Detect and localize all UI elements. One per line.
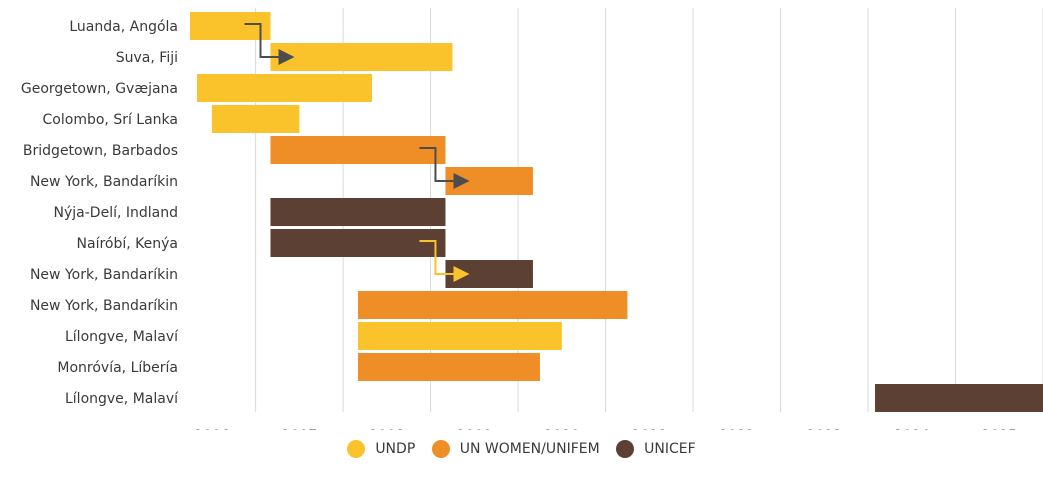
transition-arrows xyxy=(244,23,470,282)
x-tick-2013: 2013 xyxy=(806,428,842,430)
y-label-row-9: New York, Bandaríkin xyxy=(30,298,178,314)
bar-row-12 xyxy=(875,384,1043,412)
x-tick-2010: 2010 xyxy=(544,428,580,430)
y-label-row-3: Colombo, Srí Lanka xyxy=(43,112,178,128)
x-tick-2008: 2008 xyxy=(369,428,405,430)
y-label-row-5: New York, Bandaríkin xyxy=(30,174,178,190)
legend-swatch-un-women xyxy=(431,440,450,458)
bar-row-4 xyxy=(270,136,446,164)
x-tick-2009: 2009 xyxy=(457,428,493,430)
bar-row-0 xyxy=(190,12,271,40)
x-tick-2011: 2011 xyxy=(631,428,667,430)
transition-arrow-1 xyxy=(419,147,470,189)
gantt-chart: Luanda, Angóla Suva, Fiji Georgetown, Gvæj… xyxy=(21,8,1043,430)
y-label-row-6: Nýja-Delí, Indland xyxy=(54,205,178,221)
y-label-row-12: Lílongve, Malaví xyxy=(65,391,179,407)
y-label-row-2: Georgetown, Gvæjana xyxy=(21,81,178,97)
legend-swatch-undp xyxy=(347,440,366,458)
y-label-row-4: Bridgetown, Barbados xyxy=(23,143,178,159)
bar-row-2 xyxy=(196,74,372,102)
legend-item-unicef: UNICEF xyxy=(616,440,696,458)
transition-arrow-2 xyxy=(419,240,470,282)
y-label-row-1: Suva, Fiji xyxy=(116,50,178,66)
y-axis-labels: Luanda, Angóla Suva, Fiji Georgetown, Gvæj… xyxy=(21,19,179,407)
legend-item-un-women: UN WOMEN/UNIFEM xyxy=(431,440,600,458)
x-axis-tick-labels: 2006 2007 2008 2009 2010 2011 2012 2013 2014 2015 xyxy=(194,428,1017,430)
x-tick-2007: 2007 xyxy=(282,428,318,430)
x-tick-2015: 2015 xyxy=(981,428,1017,430)
bar-row-9 xyxy=(357,291,628,319)
bars xyxy=(190,12,1043,412)
bar-row-7 xyxy=(270,229,446,257)
transition-arrow-0 xyxy=(244,23,295,65)
legend-item-undp: UNDP xyxy=(347,440,415,458)
bar-row-6 xyxy=(270,198,446,226)
bar-row-3 xyxy=(211,105,300,133)
x-tick-2012: 2012 xyxy=(719,428,755,430)
legend-swatch-unicef xyxy=(616,440,635,458)
bar-row-10 xyxy=(357,322,562,350)
legend-label-unicef: UNICEF xyxy=(644,441,696,457)
y-label-row-8: New York, Bandaríkin xyxy=(30,267,178,283)
y-label-row-11: Monróvía, Líbería xyxy=(57,360,178,376)
bar-row-11 xyxy=(357,353,540,381)
y-label-row-10: Lílongve, Malaví xyxy=(65,329,179,345)
y-label-row-7: Naíróbí, Kenýa xyxy=(77,236,178,252)
bar-row-1 xyxy=(270,43,453,71)
x-tick-2006: 2006 xyxy=(194,428,230,430)
y-label-row-0: Luanda, Angóla xyxy=(69,19,178,35)
legend-label-un-women: UN WOMEN/UNIFEM xyxy=(459,441,600,457)
legend-label-undp: UNDP xyxy=(375,441,416,457)
legend: UNDP UN WOMEN/UNIFEM UNICEF xyxy=(0,440,1043,462)
x-tick-2014: 2014 xyxy=(894,428,930,430)
